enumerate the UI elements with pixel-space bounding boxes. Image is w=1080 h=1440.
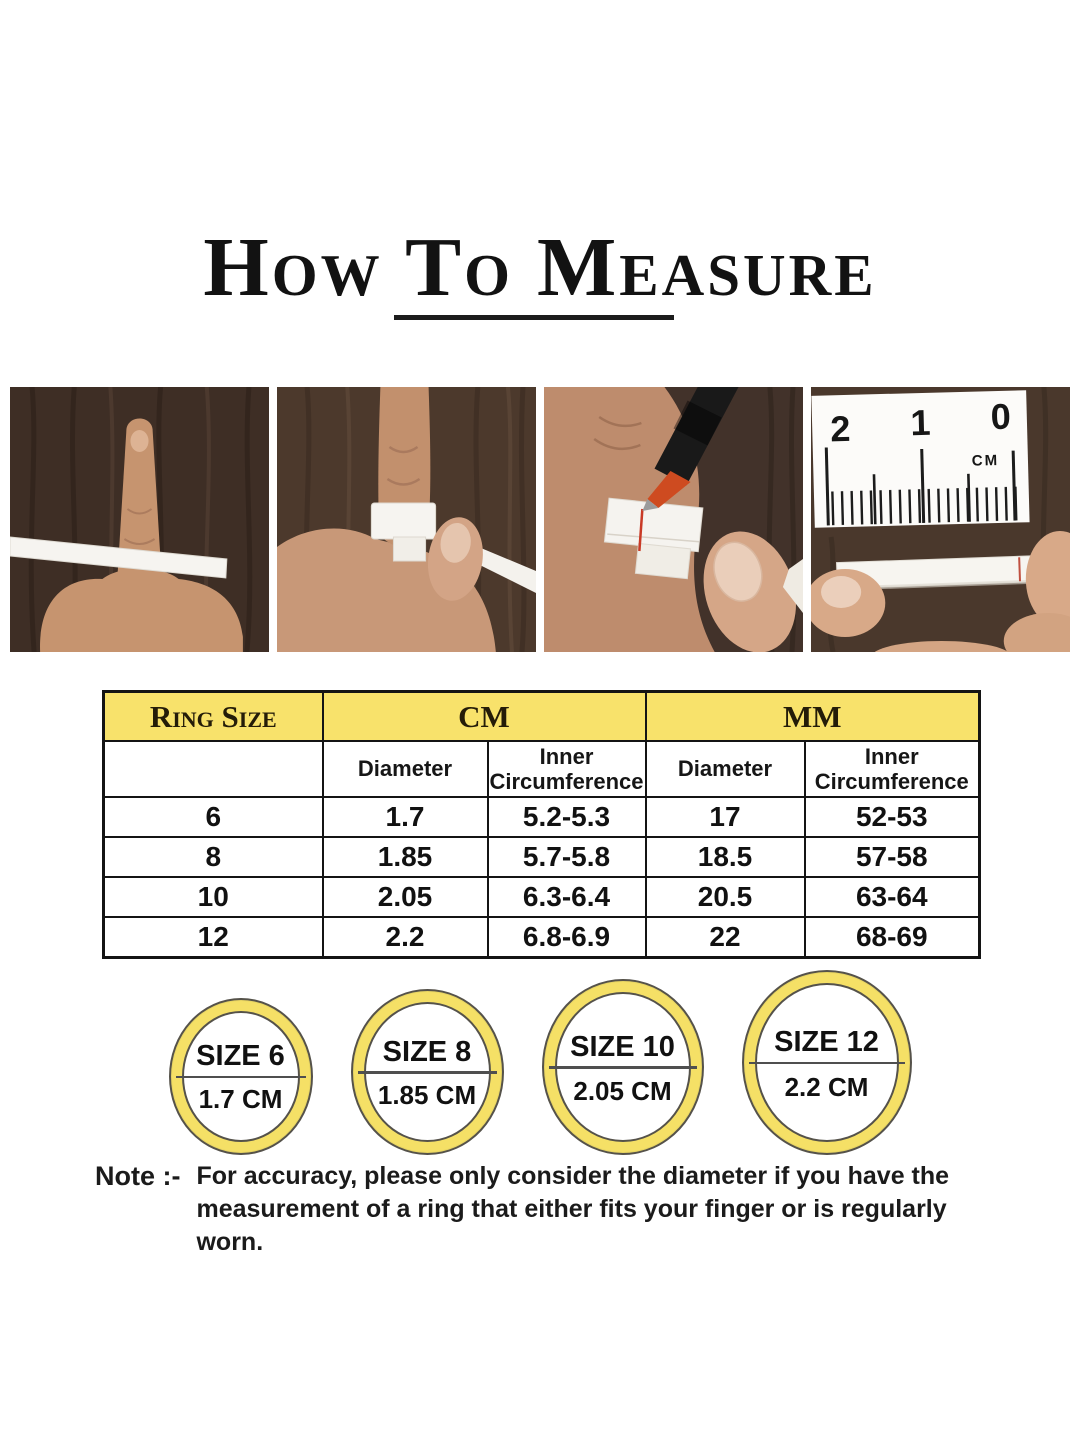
photo-step-4-measure-ruler: 2 1 0 CM bbox=[811, 387, 1070, 652]
cell-cm-inner: 6.8-6.9 bbox=[486, 916, 647, 959]
knuckle-crease bbox=[593, 437, 641, 451]
how-to-measure-steps: 2 1 0 CM bbox=[10, 387, 1070, 652]
knuckle-crease bbox=[388, 445, 419, 454]
ring-size-label: SIZE 6 bbox=[196, 1040, 285, 1073]
cell-mm-inner: 52-53 bbox=[803, 796, 981, 838]
ring-diagram-size-6: SIZE 6 1.7 CM bbox=[168, 998, 313, 1155]
paper-band-tab bbox=[392, 536, 427, 562]
ring-diameter-value: 2.05 CM bbox=[573, 1075, 672, 1106]
cell-cm-inner: 6.3-6.4 bbox=[486, 876, 647, 918]
fingernail bbox=[130, 430, 149, 452]
ring-diagram-size-10: SIZE 10 2.05 CM bbox=[541, 979, 704, 1155]
col-header-ring-size: Ring Size bbox=[102, 690, 324, 742]
ring-size-label: SIZE 8 bbox=[382, 1035, 472, 1068]
photo-step-2-wrap-strip bbox=[277, 387, 536, 652]
ring-diameter-line bbox=[748, 1061, 905, 1064]
ring-diameter-value: 1.7 CM bbox=[198, 1084, 283, 1115]
cell-mm-inner: 68-69 bbox=[803, 916, 981, 959]
cell-mm-diameter: 20.5 bbox=[644, 876, 806, 918]
knuckle-crease bbox=[126, 508, 153, 515]
ring-diameter-line bbox=[175, 1075, 306, 1078]
table-row-size-6: 6 1.7 5.2-5.3 17 52-53 bbox=[102, 796, 981, 838]
ring-diameter-value: 2.2 CM bbox=[784, 1071, 869, 1102]
ruler-label-0: 0 bbox=[990, 396, 1011, 437]
knuckle-crease bbox=[598, 415, 642, 428]
ring-size-table: Ring Size CM MM Diameter Inner Circumfer… bbox=[102, 690, 981, 959]
thumbnail bbox=[713, 541, 763, 602]
ring-diameter-line bbox=[548, 1066, 697, 1069]
subheader-cm-inner-circumference: Inner Circumference bbox=[486, 740, 647, 798]
table-row-size-8: 8 1.85 5.7-5.8 18.5 57-58 bbox=[102, 836, 981, 878]
red-mark bbox=[638, 508, 644, 552]
cell-cm-diameter: 1.7 bbox=[321, 796, 489, 838]
cell-cm-diameter: 1.85 bbox=[321, 836, 489, 878]
col-header-cm: CM bbox=[321, 690, 647, 742]
cell-cm-inner: 5.7-5.8 bbox=[486, 836, 647, 878]
note-label: Note :- bbox=[95, 1161, 181, 1191]
ruler-unit-label: CM bbox=[972, 452, 1000, 470]
cell-mm-inner: 57-58 bbox=[803, 836, 981, 878]
subheader-empty bbox=[102, 740, 324, 798]
cell-size: 8 bbox=[102, 836, 324, 878]
red-mark bbox=[1018, 557, 1022, 582]
ring-diameter-value: 1.85 CM bbox=[377, 1080, 477, 1111]
cell-cm-inner: 5.2-5.3 bbox=[486, 796, 647, 838]
subheader-cm-diameter: Diameter bbox=[321, 740, 489, 798]
paper-band bbox=[370, 502, 437, 540]
cell-size: 12 bbox=[102, 916, 324, 959]
subheader-mm-diameter: Diameter bbox=[644, 740, 806, 798]
thumbnail bbox=[440, 522, 471, 563]
subheader-mm-inner-circumference: Inner Circumference bbox=[803, 740, 981, 798]
ring-diagram-size-12: SIZE 12 2.2 CM bbox=[741, 970, 912, 1155]
thumb bbox=[427, 517, 483, 601]
paper-strip bbox=[10, 536, 228, 579]
table-row-size-10: 10 2.05 6.3-6.4 20.5 63-64 bbox=[102, 876, 981, 918]
paper-strip-tail bbox=[782, 559, 803, 613]
ring-diameter-line bbox=[357, 1071, 497, 1074]
table-row-size-12: 12 2.2 6.8-6.9 22 68-69 bbox=[102, 916, 981, 959]
photo-step-3-mark-strip bbox=[544, 387, 803, 652]
thumb bbox=[703, 531, 796, 652]
cell-mm-inner: 63-64 bbox=[803, 876, 981, 918]
cell-mm-diameter: 18.5 bbox=[644, 836, 806, 878]
marker-pen bbox=[642, 387, 739, 511]
note-text: For accuracy, please only consider the d… bbox=[196, 1162, 950, 1256]
paper-strip bbox=[836, 555, 1043, 591]
ruler-label-2: 2 bbox=[830, 408, 851, 449]
note: Note :- For accuracy, please only consid… bbox=[95, 1160, 995, 1259]
cell-cm-diameter: 2.2 bbox=[321, 916, 489, 959]
hand bbox=[40, 568, 243, 652]
ruler-label-1: 1 bbox=[910, 402, 931, 443]
paper-strip-tail bbox=[473, 545, 536, 593]
ring-diagrams: SIZE 6 1.7 CM SIZE 8 1.85 CM SIZE 10 2.0… bbox=[0, 962, 1080, 1155]
cell-size: 10 bbox=[102, 876, 324, 918]
cell-size: 6 bbox=[102, 796, 324, 838]
ring-size-label: SIZE 12 bbox=[774, 1025, 879, 1058]
col-header-mm: MM bbox=[644, 690, 981, 742]
cell-cm-diameter: 2.05 bbox=[321, 876, 489, 918]
knuckle-crease bbox=[386, 477, 421, 486]
knuckle-crease bbox=[123, 538, 156, 545]
photo-step-1-place-strip bbox=[10, 387, 269, 652]
page-title: How To Measure bbox=[203, 221, 877, 314]
ruler-cm-ticks bbox=[824, 447, 1017, 526]
title-underline bbox=[394, 315, 674, 320]
cell-mm-diameter: 22 bbox=[644, 916, 806, 959]
ruler: 2 1 0 CM bbox=[811, 390, 1030, 528]
holding-fingers bbox=[811, 531, 1070, 652]
ring-size-label: SIZE 10 bbox=[570, 1030, 675, 1063]
ring-diagram-size-8: SIZE 8 1.85 CM bbox=[350, 989, 504, 1155]
cell-mm-diameter: 17 bbox=[644, 796, 806, 838]
thumbnail bbox=[821, 576, 862, 608]
index-finger bbox=[117, 418, 162, 587]
